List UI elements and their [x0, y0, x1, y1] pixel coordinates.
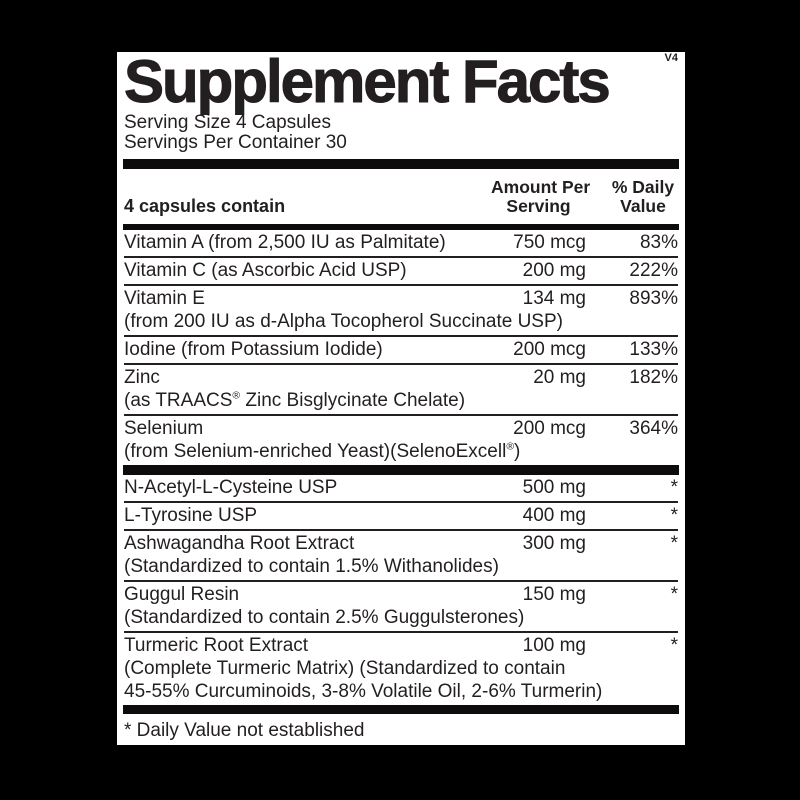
- ingredient-name: Vitamin A (from 2,500 IU as Palmitate): [124, 232, 446, 253]
- section-botanicals: N-Acetyl-L-Cysteine USP 500 mg * L-Tyros…: [124, 475, 678, 705]
- ingredient-amount: 100 mg: [522, 635, 586, 656]
- serving-info: Serving Size 4 Capsules Servings Per Con…: [124, 113, 678, 152]
- version-tag: V4: [664, 52, 678, 64]
- ingredient-name: Guggul Resin: [124, 584, 240, 605]
- ingredient-name: Vitamin E: [124, 288, 205, 309]
- column-header-ingredient: 4 capsules contain: [124, 196, 286, 216]
- ingredient-name: Ashwagandha Root Extract: [124, 533, 355, 554]
- ingredient-amount: 400 mg: [522, 505, 586, 526]
- ingredient-amount: 500 mg: [522, 477, 586, 498]
- ingredient-row: L-Tyrosine USP 400 mg *: [124, 501, 678, 529]
- ingredient-daily-value: 893%: [629, 288, 678, 309]
- ingredient-daily-value: *: [670, 635, 678, 656]
- ingredient-subtext: (Complete Turmeric Matrix) (Standardized…: [124, 658, 566, 679]
- ingredient-daily-value: *: [670, 477, 678, 498]
- ingredient-row: Ashwagandha Root Extract 300 mg * (Stand…: [124, 529, 678, 580]
- ingredient-subtext: (Standardized to contain 1.5% Withanolid…: [124, 556, 499, 577]
- ingredient-row: Guggul Resin 150 mg * (Standardized to c…: [124, 580, 678, 631]
- ingredient-name: L-Tyrosine USP: [124, 505, 258, 526]
- panel-header: Supplement Facts V4: [124, 50, 679, 115]
- ingredient-amount: 750 mcg: [513, 232, 586, 253]
- ingredient-daily-value: 83%: [639, 232, 678, 253]
- ingredient-subtext: (from 200 IU as d-Alpha Tocopherol Succi…: [124, 311, 563, 332]
- ingredient-subtext: 45-55% Curcuminoids, 3-8% Volatile Oil, …: [124, 681, 603, 702]
- section-divider: [123, 465, 679, 475]
- ingredient-name: Vitamin C (as Ascorbic Acid USP): [124, 260, 407, 281]
- ingredient-name: N-Acetyl-L-Cysteine USP: [124, 477, 338, 498]
- ingredient-amount: 150 mg: [522, 584, 586, 605]
- ingredient-row: Vitamin C (as Ascorbic Acid USP) 200 mg …: [124, 256, 678, 284]
- column-header-amount: Amount Per Serving: [491, 177, 591, 216]
- ingredient-amount: 200 mcg: [513, 339, 586, 360]
- ingredient-amount: 20 mg: [533, 367, 586, 388]
- ingredient-daily-value: *: [670, 584, 678, 605]
- ingredient-daily-value: *: [670, 505, 678, 526]
- ingredient-name: Turmeric Root Extract: [124, 635, 309, 656]
- section-vitamins-minerals: Vitamin A (from 2,500 IU as Palmitate) 7…: [124, 230, 678, 465]
- serving-size: Serving Size 4 Capsules: [124, 112, 331, 133]
- ingredient-row: Vitamin E 134 mg 893% (from 200 IU as d-…: [124, 284, 678, 335]
- panel-title: Supplement Facts: [124, 50, 612, 115]
- ingredient-subtext: (from Selenium-enriched Yeast)(SelenoExc…: [124, 441, 521, 462]
- ingredient-amount: 200 mcg: [513, 418, 586, 439]
- ingredient-daily-value: 133%: [629, 339, 678, 360]
- footnote-divider: [123, 705, 679, 714]
- ingredient-row: N-Acetyl-L-Cysteine USP 500 mg *: [124, 475, 678, 501]
- column-header-daily-value: % Daily Value: [611, 177, 675, 216]
- ingredient-daily-value: *: [670, 533, 678, 554]
- supplement-facts-panel: Supplement Facts V4 Serving Size 4 Capsu…: [115, 50, 687, 747]
- ingredient-daily-value: 364%: [629, 418, 678, 439]
- ingredient-subtext: (as TRAACS® Zinc Bisglycinate Chelate): [124, 390, 466, 411]
- ingredient-subtext: (Standardized to contain 2.5% Guggulster…: [124, 607, 525, 628]
- ingredient-name: Zinc: [124, 367, 160, 388]
- servings-per-container: Servings Per Container 30: [124, 131, 347, 153]
- ingredient-row: Zinc 20 mg 182% (as TRAACS® Zinc Bisglyc…: [124, 363, 678, 414]
- ingredient-row: Iodine (from Potassium Iodide) 200 mcg 1…: [124, 335, 678, 363]
- ingredient-daily-value: 182%: [629, 367, 678, 388]
- header-divider: [123, 224, 679, 230]
- column-header-row: 4 capsules contain Amount Per Serving % …: [124, 169, 678, 224]
- ingredient-amount: 200 mg: [522, 260, 586, 281]
- ingredient-name: Iodine (from Potassium Iodide): [124, 339, 383, 360]
- ingredient-row: Turmeric Root Extract 100 mg * (Complete…: [124, 631, 678, 705]
- ingredient-amount: 300 mg: [522, 533, 586, 554]
- ingredient-row: Vitamin A (from 2,500 IU as Palmitate) 7…: [124, 230, 678, 256]
- ingredient-amount: 134 mg: [522, 288, 586, 309]
- footnote: * Daily Value not established: [124, 720, 365, 741]
- ingredient-row: Selenium 200 mcg 364% (from Selenium-enr…: [124, 414, 678, 465]
- thick-divider: [123, 159, 679, 169]
- ingredient-name: Selenium: [124, 418, 204, 439]
- ingredient-daily-value: 222%: [629, 260, 678, 281]
